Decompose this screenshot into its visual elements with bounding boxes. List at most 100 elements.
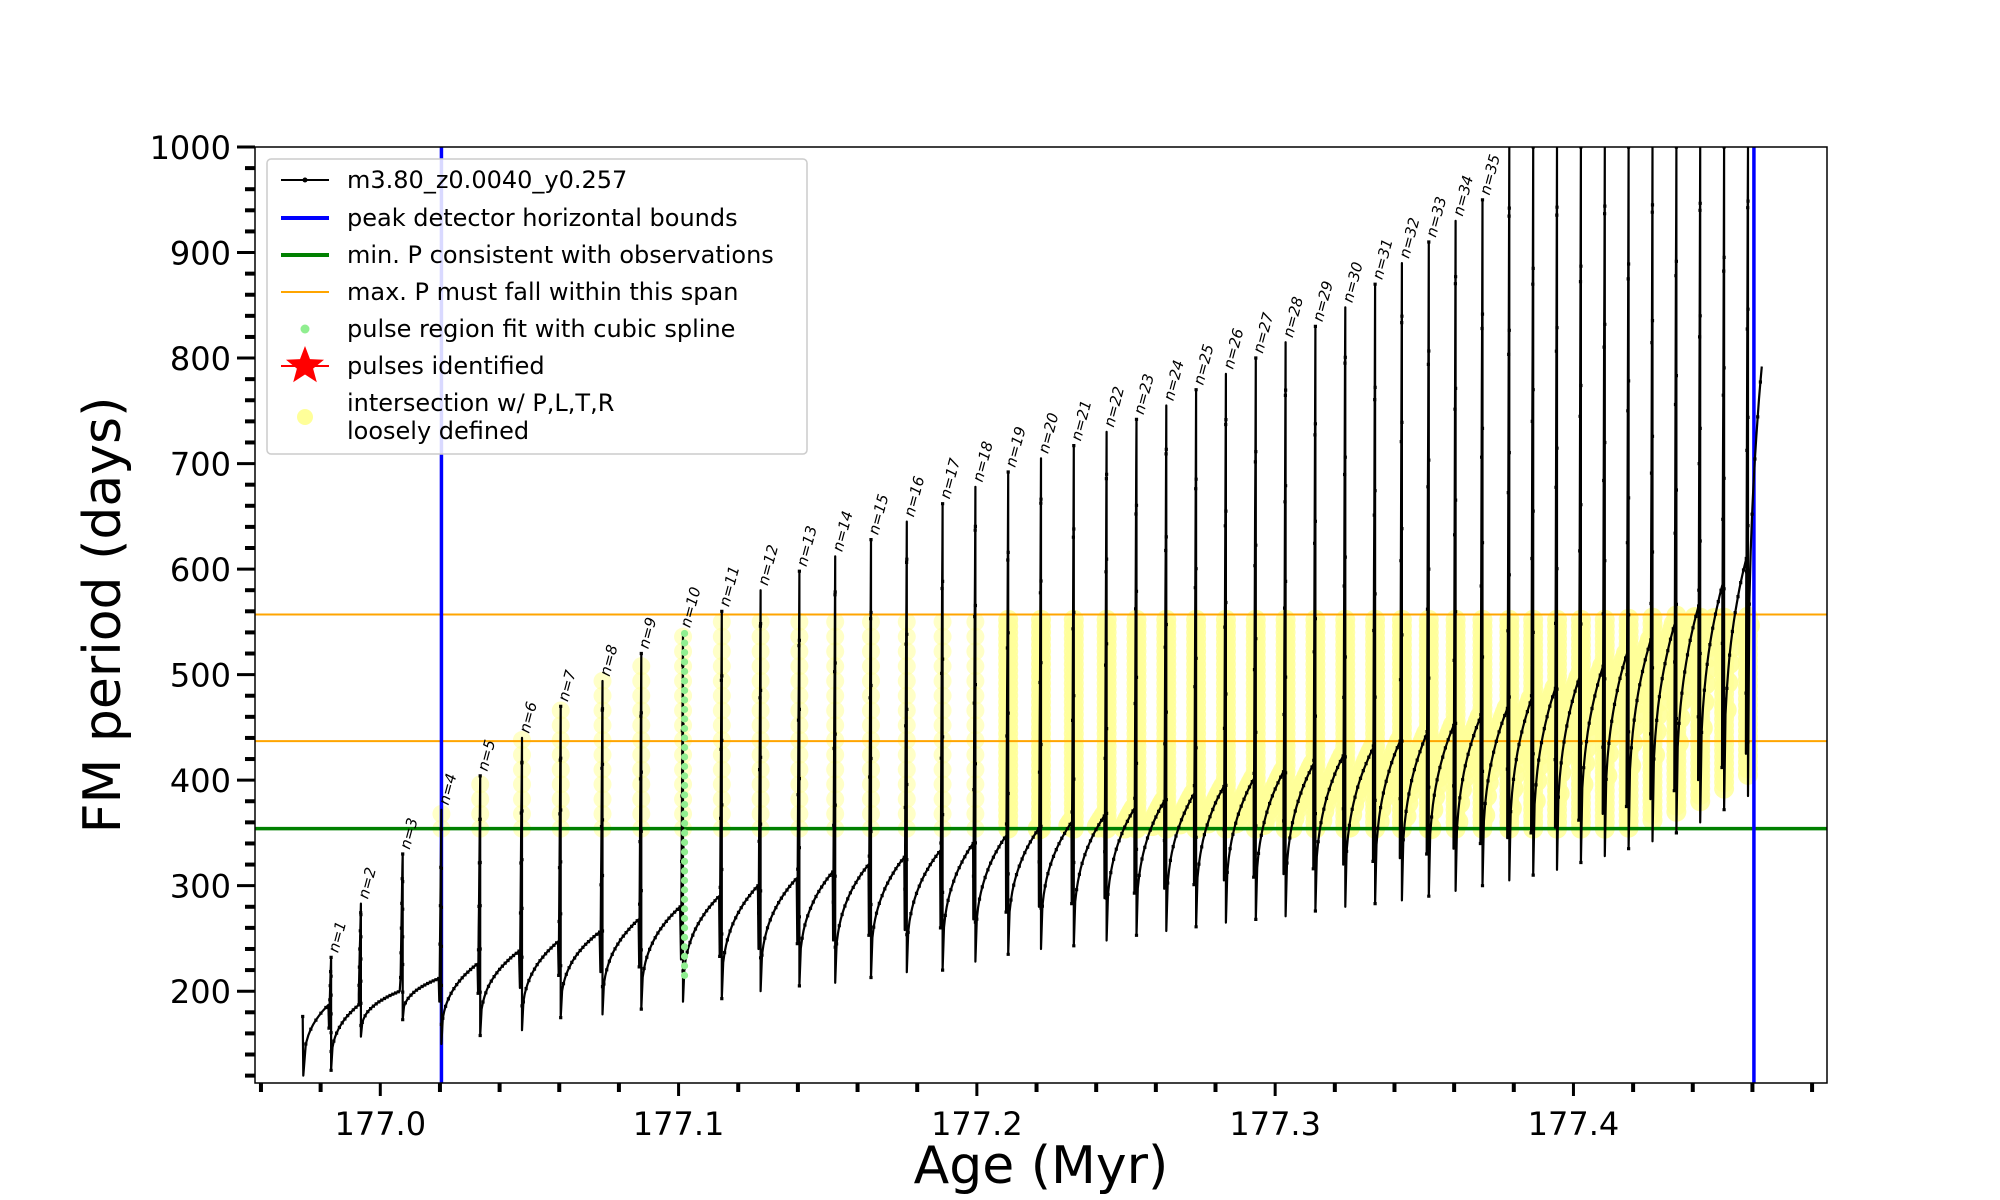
pulse-label: n=27: [1249, 310, 1277, 355]
x-tick-label: 177.3: [1229, 1105, 1321, 1143]
spline-point: [680, 686, 689, 695]
pulse-label: n=22: [1100, 385, 1128, 429]
pulse-label: n=5: [474, 738, 500, 773]
spline-point: [680, 629, 689, 638]
pulse-label: n=14: [829, 509, 857, 553]
pulse-label: n=3: [396, 816, 422, 851]
spline-point: [680, 658, 689, 666]
spline-point: [680, 667, 689, 676]
pulse-label: n=23: [1130, 372, 1158, 416]
series-points: [301, 147, 1762, 1072]
legend-entry: peak detector horizontal bounds: [281, 204, 738, 232]
spline-point: [680, 781, 689, 790]
spline-point: [680, 924, 689, 932]
series-m3.80: [301, 147, 1763, 1077]
legend-swatch: [300, 324, 310, 334]
pulse-label: n=15: [864, 492, 892, 536]
pulse-label: n=19: [1002, 425, 1030, 469]
y-tick-label: 600: [170, 551, 231, 589]
spline-point: [680, 952, 689, 960]
legend-swatch: [297, 409, 313, 425]
plot-border: [254, 146, 1828, 1084]
spline-point: [680, 819, 689, 828]
spline-point: [680, 905, 689, 913]
legend-label: min. P consistent with observations: [347, 241, 774, 269]
legend-label-line2: loosely defined: [347, 417, 529, 445]
legend-label: peak detector horizontal bounds: [347, 204, 738, 232]
spline-point: [680, 867, 689, 875]
pulse-label: n=10: [677, 585, 705, 629]
legend-label: m3.80_z0.0040_y0.257: [347, 166, 627, 194]
pulse-label: n=26: [1219, 326, 1247, 370]
pulse-label: n=25: [1190, 342, 1218, 386]
legend-entry: min. P consistent with observations: [281, 241, 774, 269]
pulse-label: n=9: [635, 615, 661, 650]
spline-point: [680, 914, 689, 922]
star-icon: [286, 346, 324, 383]
spline-point: [680, 648, 689, 657]
x-tick-label: 177.4: [1528, 1105, 1620, 1143]
spline-fit-points: [680, 629, 689, 979]
pulse-label: n=13: [793, 524, 821, 568]
legend-label: pulses identified: [347, 352, 545, 380]
pulse-label: n=11: [715, 564, 743, 608]
legend-entry: m3.80_z0.0040_y0.257: [281, 166, 627, 194]
pulse-label: n=30: [1339, 260, 1367, 304]
pulse-label: n=31: [1369, 237, 1397, 281]
spline-point: [680, 715, 689, 723]
pulse-label: n=29: [1309, 279, 1337, 323]
pulse-label: n=18: [969, 439, 997, 483]
spline-point: [680, 829, 689, 837]
x-tick-label: 177.1: [633, 1105, 725, 1143]
pulse-label: n=33: [1422, 195, 1450, 239]
y-tick-label: 400: [170, 762, 231, 800]
spline-point: [680, 753, 689, 761]
spline-point: [680, 772, 689, 780]
y-tick-label: 900: [170, 235, 231, 273]
spline-point: [680, 943, 689, 951]
y-tick-label: 800: [170, 340, 231, 378]
spline-point: [680, 677, 689, 685]
plot-frame: [254, 146, 1828, 1084]
legend-label: intersection w/ P,L,T,R: [347, 389, 614, 417]
pulse-label: n=7: [554, 668, 580, 704]
spline-point: [680, 696, 689, 704]
y-tick-label: 1000: [150, 129, 231, 167]
legend-entry: max. P must fall within this span: [281, 278, 738, 306]
pulse-label: n=20: [1034, 411, 1062, 455]
spline-point: [680, 876, 689, 884]
spline-point: [680, 838, 689, 847]
pulse-label: n=8: [596, 643, 622, 678]
y-tick-label: 200: [170, 973, 231, 1011]
spline-point: [680, 848, 689, 856]
spline-point: [680, 857, 689, 865]
pulse-label: n=6: [515, 700, 541, 735]
spline-point: [680, 724, 689, 733]
spline-point: [680, 705, 689, 714]
y-tick-label: 500: [170, 657, 231, 695]
spline-point: [680, 743, 689, 752]
y-tick-label: 300: [170, 868, 231, 906]
spline-point: [680, 962, 689, 970]
pulse-label: n=16: [900, 474, 928, 518]
spline-point: [680, 800, 689, 809]
pulse-label: n=34: [1449, 173, 1477, 217]
spline-point: [680, 810, 689, 818]
pulse-label: n=17: [936, 456, 964, 501]
legend-entry: pulses identified: [281, 346, 545, 383]
spline-point: [680, 933, 689, 941]
y-tick-label: 700: [170, 446, 231, 484]
x-tick-label: 177.2: [931, 1105, 1023, 1143]
pulse-label: n=2: [354, 865, 380, 900]
pulse-label: n=32: [1395, 216, 1423, 260]
axes: 177.0 177.1 177.2 177.3 177.4 200 300 400 500 600…: [150, 129, 1815, 1143]
pulse-label: n=21: [1067, 398, 1095, 442]
spline-point: [680, 762, 689, 771]
spline-point: [680, 971, 689, 979]
pulse-label: n=24: [1160, 358, 1188, 402]
x-axis-label: Age (Myr): [914, 1136, 1169, 1196]
pulse-label: n=12: [754, 543, 782, 587]
spline-point: [680, 791, 689, 799]
